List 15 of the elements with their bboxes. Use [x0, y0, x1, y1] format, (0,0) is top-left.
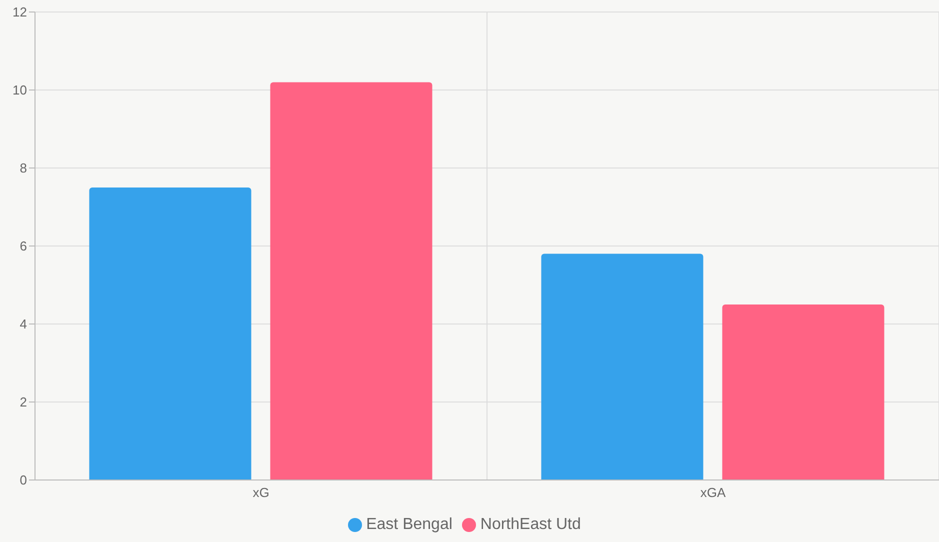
bar	[541, 254, 704, 480]
legend-label: East Bengal	[366, 516, 452, 533]
y-tick-label: 10	[12, 82, 27, 98]
y-tick-label: 6	[20, 238, 27, 254]
y-tick-label: 2	[20, 394, 27, 410]
x-tick-label: xG	[252, 485, 270, 500]
bar	[722, 304, 884, 480]
y-tick-label: 8	[20, 160, 27, 176]
y-tick-label: 0	[20, 472, 27, 488]
legend-label: NorthEast Utd	[480, 516, 581, 533]
bar	[89, 188, 252, 480]
bar	[270, 82, 432, 480]
y-tick-label: 4	[20, 316, 27, 332]
x-tick-label: xGA	[700, 485, 726, 500]
y-tick-label: 12	[12, 4, 27, 20]
